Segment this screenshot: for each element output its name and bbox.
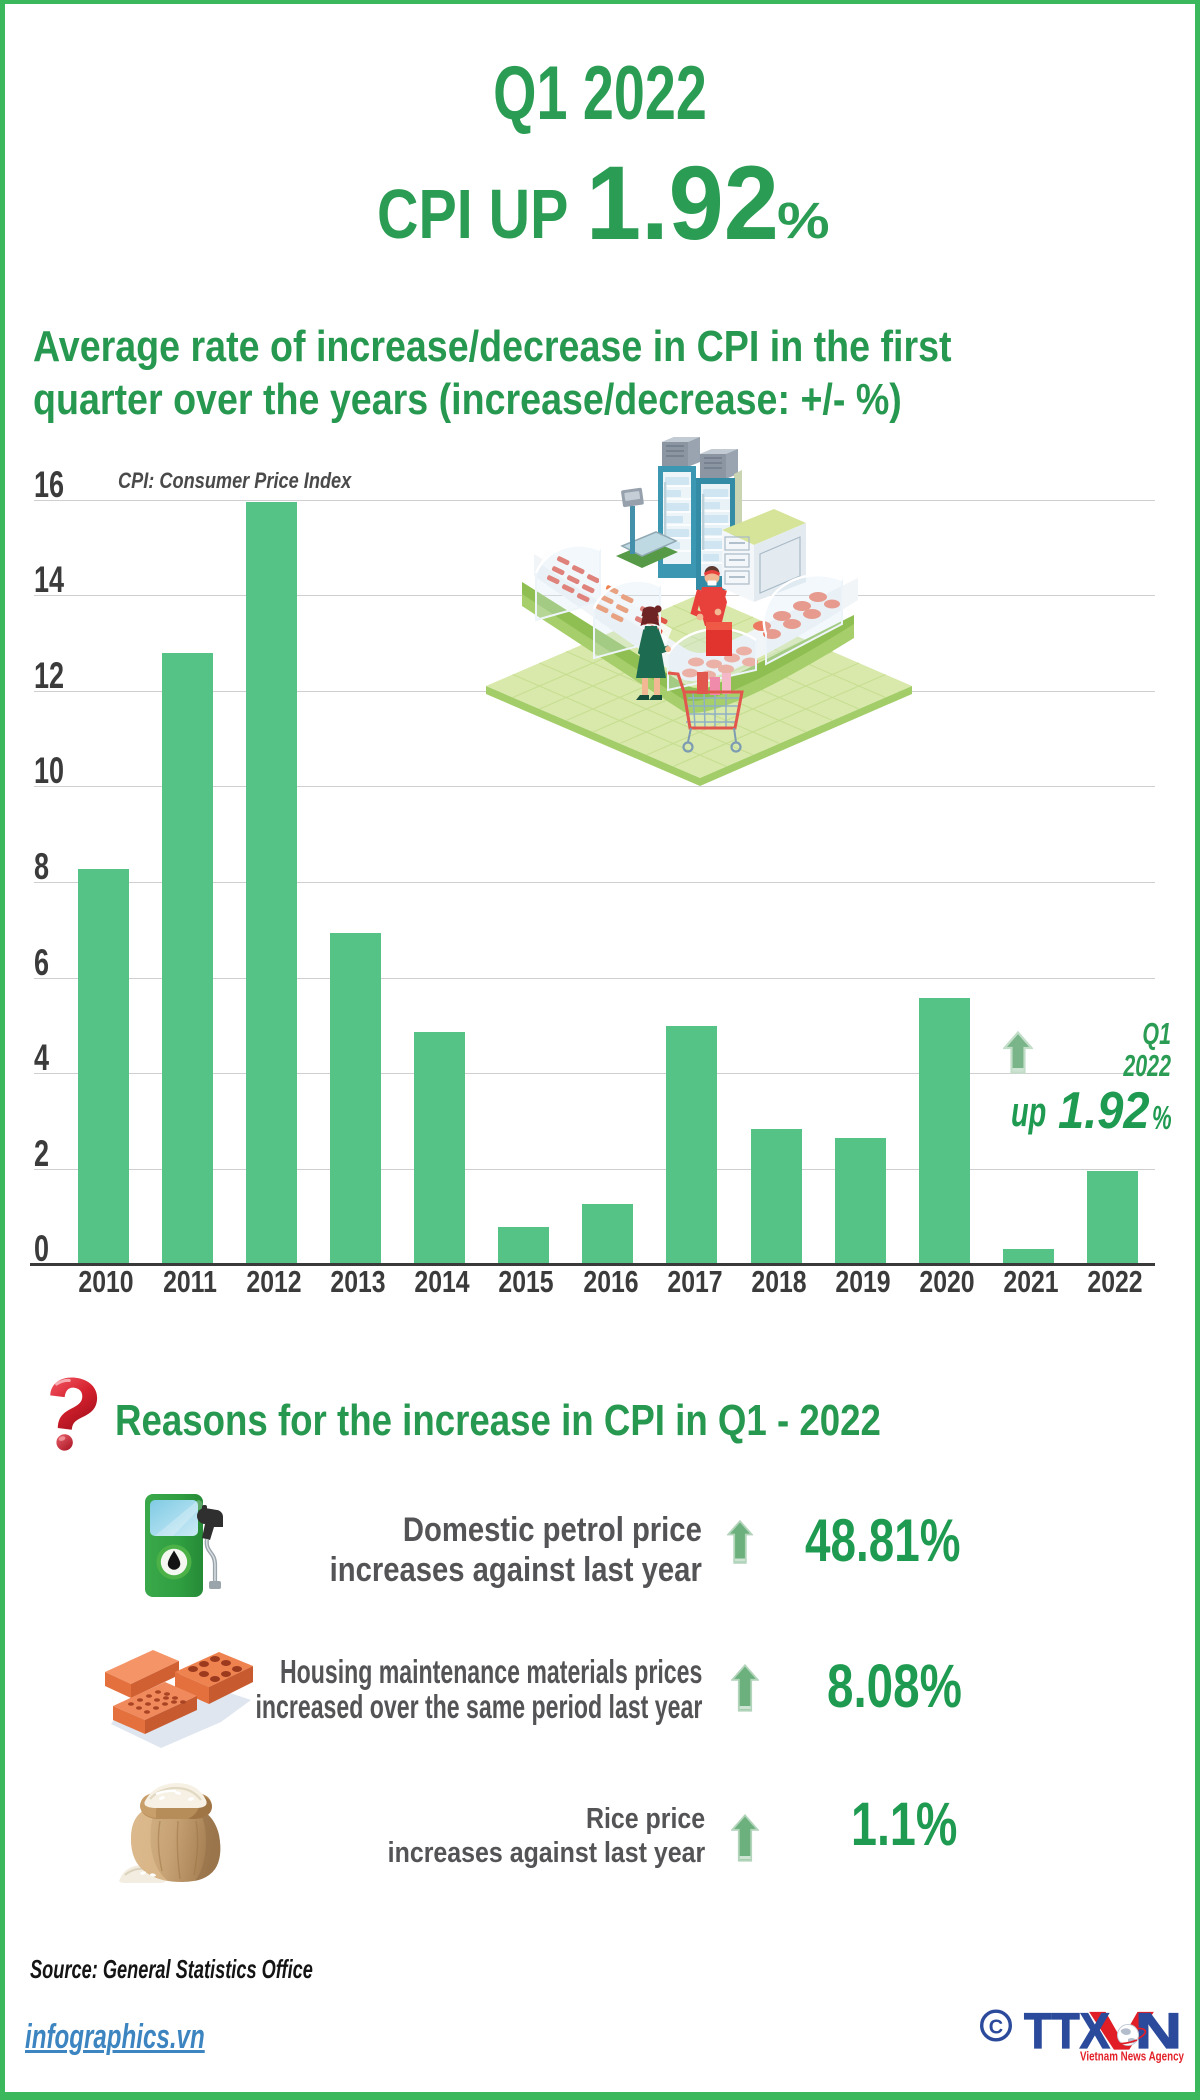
svg-text:Vietnam News Agency: Vietnam News Agency	[1080, 2050, 1184, 2064]
svg-text:C: C	[989, 2017, 1003, 2039]
svg-text:N: N	[1135, 2003, 1182, 2059]
svg-text:TTX: TTX	[1024, 2003, 1110, 2059]
